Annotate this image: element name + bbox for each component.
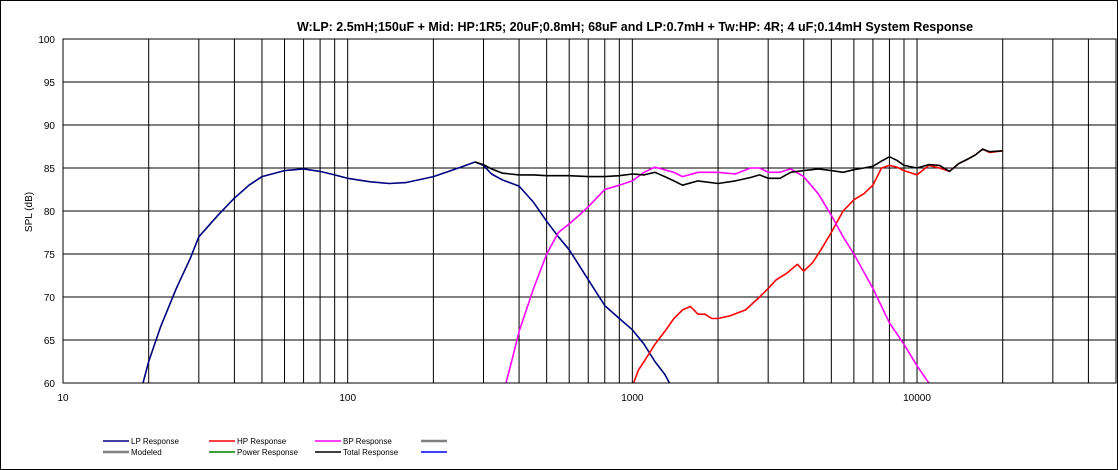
y-tick-label: 70 bbox=[44, 293, 56, 304]
legend-label: LP Response bbox=[131, 437, 179, 446]
bp-responseline bbox=[505, 166, 930, 383]
y-tick-label: 80 bbox=[44, 207, 56, 218]
y-tick-label: 100 bbox=[38, 35, 55, 46]
legend: LP Response HP Response BP Response Modeled… bbox=[103, 437, 447, 457]
y-tick-label: 60 bbox=[44, 379, 56, 390]
legend-label: Power Response bbox=[237, 448, 298, 457]
legend-label: BP Response bbox=[343, 437, 392, 446]
y-tick-label: 90 bbox=[44, 121, 56, 132]
x-tick-label: 10000 bbox=[903, 393, 931, 404]
lp-responseline bbox=[142, 161, 671, 383]
legend-label: HP Response bbox=[237, 437, 287, 446]
x-tick-label: 1000 bbox=[621, 393, 644, 404]
legend-label: Modeled bbox=[131, 448, 162, 457]
y-tick-label: 95 bbox=[44, 78, 56, 89]
y-tick-label: 85 bbox=[44, 164, 56, 175]
x-tick-label: 10 bbox=[57, 393, 69, 404]
y-tick-label: 75 bbox=[44, 250, 56, 261]
hp-responseline bbox=[632, 148, 1003, 383]
plot-area bbox=[62, 38, 1117, 384]
chart-title: W:LP: 2.5mH;150uF + Mid: HP:1R5; 20uF;0.… bbox=[297, 20, 973, 34]
y-tick-labels: 60 65 70 75 80 85 90 95 100 bbox=[38, 35, 55, 390]
y-axis-label: SPL (dB) bbox=[24, 192, 35, 232]
grid-lines bbox=[63, 38, 1116, 384]
x-tick-labels: 10 100 1000 10000 bbox=[57, 393, 931, 404]
y-tick-label: 65 bbox=[44, 336, 56, 347]
series-lines bbox=[142, 148, 1003, 383]
x-tick-label: 100 bbox=[339, 393, 356, 404]
legend-label: Total Response bbox=[343, 448, 399, 457]
total-responseline bbox=[474, 148, 1003, 186]
